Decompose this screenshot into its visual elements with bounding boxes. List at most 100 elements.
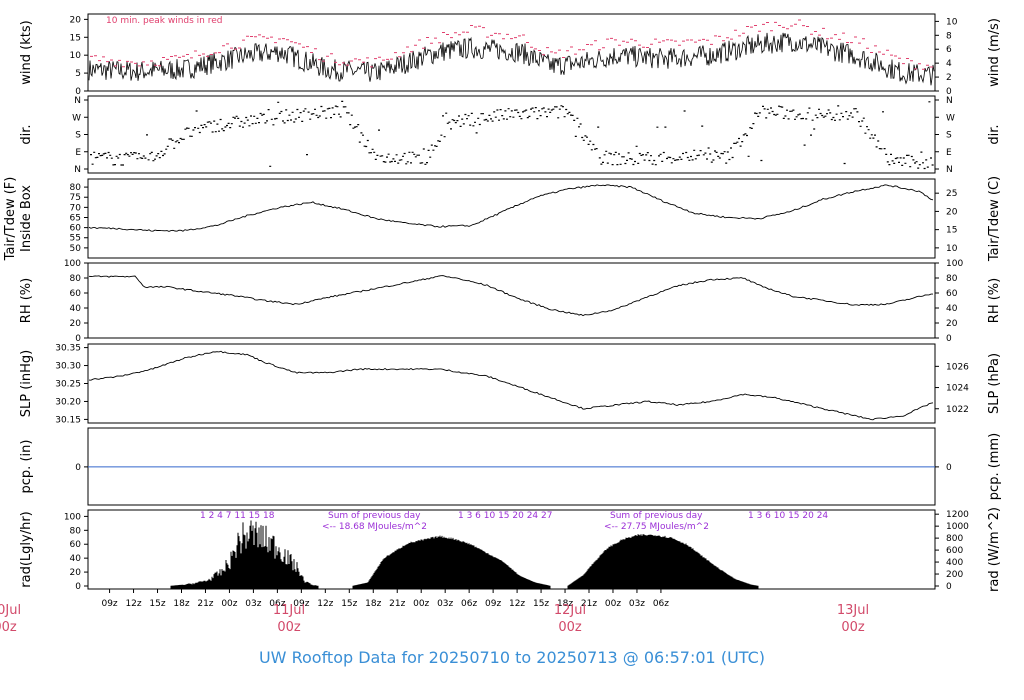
slp-left-tick-label: 30.35 [55,344,81,354]
time-tick-label: 03z [245,599,261,609]
rad-ylabel-right: rad (W/m^2) [987,507,1002,592]
dir-left-tick-label: N [74,165,81,175]
time-tick-label: 12z [509,599,525,609]
dir-series [90,100,934,170]
slp-right-tick-label: 1022 [946,405,969,415]
rad-right-tick-label: 200 [946,570,963,580]
rh-right-tick-label: 20 [946,319,958,329]
wind-right-tick-label: 10 [946,17,958,27]
slp-left-tick-label: 30.25 [55,380,81,390]
dir-right-tick-label: N [946,165,953,175]
rh-right-tick-label: 80 [946,274,958,284]
rh-right-tick-label: 100 [946,259,963,269]
time-tick-label: 00z [605,599,621,609]
rh-left-tick-label: 100 [64,259,81,269]
day-label-date: 10Jul [0,603,21,618]
wind-right-tick-label: 2 [946,73,952,83]
pcp-right-tick-label: 0 [946,463,952,473]
rad-right-tick-label: 1200 [946,510,969,520]
slp-left-tick-label: 30.20 [55,397,81,407]
day-label-date: 11Jul [273,603,305,618]
dir-left-tick-label: N [74,96,81,106]
dir-left-tick-label: W [72,113,81,123]
dir-right-tick-label: S [946,131,952,141]
pcp-left-tick-label: 0 [75,463,81,473]
time-tick-label: 21z [581,599,597,609]
temp-ylabel-right: Tair/Tdew (C) [987,176,1002,262]
rad-left-tick-label: 100 [64,512,81,522]
slp-series [88,350,934,421]
wind-left-tick-label: 5 [75,69,81,79]
temp-series [88,184,934,232]
day-label-date: 13Jul [837,603,869,618]
day-label-date: 12Jul [554,603,586,618]
dir-right-tick-label: W [946,113,955,123]
time-tick-label: 09z [485,599,501,609]
temp-right-tick-label: 10 [946,244,958,254]
temp-left-tick-label: 75 [70,193,81,203]
dir-right-tick-label: N [946,96,953,106]
day-label-hour: 00z [558,620,582,635]
time-tick-label: 06z [461,599,477,609]
pcp-ylabel-left: pcp. (in) [19,440,34,494]
wind-left-tick-label: 20 [70,15,82,25]
time-tick-label: 15z [533,599,549,609]
time-tick-label: 00z [413,599,429,609]
time-tick-label: 15z [341,599,357,609]
wind-right-tick-label: 8 [946,31,952,41]
time-tick-label: 03z [629,599,645,609]
dir-left-tick-label: S [75,131,81,141]
slp-panel-frame [87,343,936,424]
time-tick-label: 18z [365,599,381,609]
rad-sum-note: Sum of previous day [610,511,703,521]
rh-left-tick-label: 80 [70,274,82,284]
time-tick-label: 06z [653,599,669,609]
dir-panel-frame [87,95,936,174]
wind-ylabel-right: wind (m/s) [987,18,1002,87]
wind-left-tick-label: 15 [70,33,81,43]
time-tick-label: 03z [437,599,453,609]
rh-left-tick-label: 40 [70,304,82,314]
rh-left-tick-label: 60 [70,289,82,299]
wind-speed-series [88,32,935,86]
time-tick-label: 09z [101,599,117,609]
temp-left-tick-label: 80 [70,183,82,193]
rh-series [88,275,933,317]
time-tick-label: 00z [221,599,237,609]
rh-left-tick-label: 20 [70,319,82,329]
pcp-ylabel-right: pcp. (mm) [987,433,1002,500]
slp-left-tick-label: 30.15 [55,415,81,425]
dir-ylabel-left: dir. [19,124,34,144]
wind-ylabel-left: wind (kts) [19,20,34,84]
slp-ylabel-left: SLP (inHg) [19,350,34,418]
rad-hour-marks: 1 3 6 10 15 20 24 [748,511,828,521]
rad-right-tick-label: 1000 [946,522,969,532]
temp-right-tick-label: 20 [946,207,958,217]
temp-right-tick-label: 25 [946,189,957,199]
time-tick-label: 21z [389,599,405,609]
wind-right-tick-label: 0 [946,87,952,97]
wind-gust-note: 10 min. peak winds in red [106,16,223,26]
footer-title: UW Rooftop Data for 20250710 to 20250713… [258,648,766,667]
rad-ylabel-left: rad(Lgly/hr) [19,511,34,587]
day-label-hour: 00z [0,620,17,635]
rh-ylabel-left: RH (%) [19,278,34,323]
temp-ylabel-left2: Inside Box [19,185,34,252]
rad-left-tick-label: 20 [70,568,82,578]
slp-right-tick-label: 1026 [946,362,969,372]
rad-series [170,520,759,589]
rh-right-tick-label: 60 [946,289,958,299]
slp-right-tick-label: 1024 [946,384,969,394]
temp-left-tick-label: 55 [70,234,81,244]
temp-left-tick-label: 50 [70,244,82,254]
day-label-hour: 00z [841,620,865,635]
rad-left-tick-label: 80 [70,526,82,536]
temp-left-tick-label: 60 [70,224,82,234]
rad-sum-value: <-- 18.68 MJoules/m^2 [322,522,427,532]
slp-left-tick-label: 30.30 [55,362,81,372]
time-tick-label: 09z [293,599,309,609]
time-tick-label: 21z [197,599,213,609]
wind-left-tick-label: 0 [75,87,81,97]
day-label-hour: 00z [277,620,301,635]
